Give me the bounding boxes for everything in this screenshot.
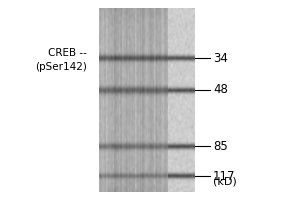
Text: 117: 117	[213, 170, 236, 182]
Text: CREB --: CREB --	[48, 48, 87, 58]
Text: (kD): (kD)	[213, 177, 237, 187]
Text: 85: 85	[213, 140, 228, 152]
Text: (pSer142): (pSer142)	[35, 62, 87, 72]
Text: 34: 34	[213, 51, 228, 64]
Text: 48: 48	[213, 83, 228, 96]
